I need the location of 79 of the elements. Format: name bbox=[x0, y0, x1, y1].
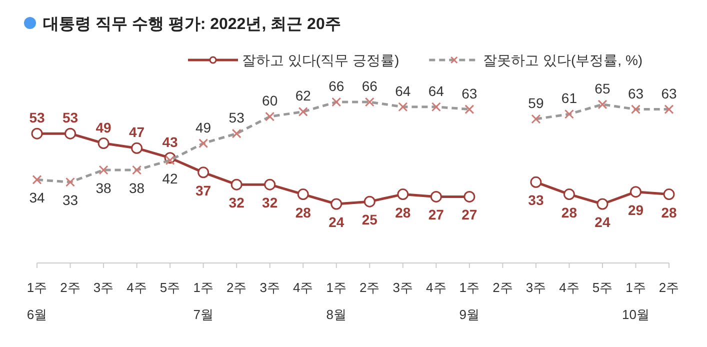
x-tick-label: 5주 bbox=[160, 280, 180, 295]
data-label: 28 bbox=[395, 204, 411, 220]
x-tick-label: 1주 8월 bbox=[326, 280, 346, 322]
data-label: 24 bbox=[328, 214, 344, 230]
data-label: 59 bbox=[528, 95, 544, 111]
x-tick-label: 4주 bbox=[559, 280, 580, 295]
data-label: 49 bbox=[96, 119, 112, 136]
data-label: 62 bbox=[295, 88, 312, 104]
data-label: 61 bbox=[561, 90, 578, 106]
data-label: 24 bbox=[594, 214, 610, 230]
point bbox=[630, 186, 642, 198]
data-label: 53 bbox=[228, 110, 245, 126]
chart-title: 대통령 직무 수행 평가: 2022년, 최근 20주 bbox=[43, 16, 341, 33]
point bbox=[230, 178, 242, 190]
data-label: 38 bbox=[129, 180, 145, 196]
data-label: 32 bbox=[262, 194, 278, 211]
data-label: 47 bbox=[129, 124, 145, 140]
data-label: 66 bbox=[362, 78, 378, 94]
x-tick-label: 4주 bbox=[426, 280, 446, 295]
point bbox=[297, 188, 309, 200]
point bbox=[530, 176, 542, 188]
point bbox=[364, 196, 376, 208]
point bbox=[264, 178, 276, 190]
data-label: 29 bbox=[628, 202, 644, 218]
x-tick-label: 3주 bbox=[93, 280, 114, 295]
point bbox=[464, 190, 476, 202]
legend-label: 잘하고 있다(직무 긍정률) bbox=[242, 52, 400, 68]
data-label: 28 bbox=[295, 204, 312, 220]
point bbox=[31, 128, 43, 140]
x-tick-label: 2주 bbox=[226, 280, 247, 295]
data-label: 32 bbox=[228, 194, 245, 211]
data-label: 38 bbox=[96, 180, 112, 196]
point bbox=[596, 198, 608, 210]
data-label: 53 bbox=[29, 110, 45, 126]
data-label: 64 bbox=[395, 82, 411, 99]
data-label: 53 bbox=[62, 110, 78, 126]
data-label: 33 bbox=[62, 192, 78, 208]
point bbox=[563, 188, 575, 200]
point bbox=[430, 190, 442, 202]
x-tick-label: 1주 6월 bbox=[26, 280, 48, 322]
x-tick-label: 3주 bbox=[260, 280, 280, 295]
x-tick-label: 2주 bbox=[360, 280, 380, 295]
x-tick-label: 4주 bbox=[126, 280, 147, 295]
data-label: 63 bbox=[661, 85, 677, 102]
data-label: 27 bbox=[462, 206, 478, 223]
x-tick-label: 5주 bbox=[592, 280, 613, 295]
x-tick-label: 2주 bbox=[492, 280, 513, 295]
x-tick-label: 1주 9월 bbox=[459, 280, 480, 322]
point bbox=[663, 188, 675, 200]
x-tick-label: 1주 10월 bbox=[622, 280, 650, 322]
x-tick-label: 3주 bbox=[392, 280, 414, 295]
data-label: 60 bbox=[262, 92, 278, 109]
point bbox=[64, 128, 76, 140]
point bbox=[131, 142, 143, 154]
point bbox=[198, 166, 210, 178]
x-tick-label: 4주 bbox=[292, 280, 314, 295]
data-label: 27 bbox=[428, 206, 444, 223]
x-tick-label: 3주 bbox=[526, 280, 546, 295]
data-label: 42 bbox=[162, 170, 178, 186]
data-label: 33 bbox=[528, 192, 544, 208]
data-label: 43 bbox=[162, 134, 178, 150]
point bbox=[330, 198, 342, 210]
data-label: 34 bbox=[29, 190, 45, 206]
data-label: 64 bbox=[428, 82, 444, 99]
data-label: 28 bbox=[561, 204, 578, 220]
data-label: 28 bbox=[661, 204, 677, 220]
point bbox=[397, 188, 409, 200]
data-label: 37 bbox=[196, 182, 212, 198]
data-label: 25 bbox=[362, 212, 378, 228]
legend-label: 잘못하고 있다(부정률, %) bbox=[483, 52, 643, 68]
data-label: 66 bbox=[328, 78, 344, 94]
point bbox=[98, 138, 110, 150]
data-label: 49 bbox=[196, 119, 212, 136]
x-tick-label: 2주 bbox=[658, 280, 680, 295]
data-label: 65 bbox=[594, 80, 610, 96]
data-label: 63 bbox=[462, 85, 478, 102]
x-tick-label: 1주 7월 bbox=[193, 280, 214, 322]
data-label: 63 bbox=[628, 85, 644, 102]
x-tick-label: 2주 bbox=[60, 280, 80, 295]
